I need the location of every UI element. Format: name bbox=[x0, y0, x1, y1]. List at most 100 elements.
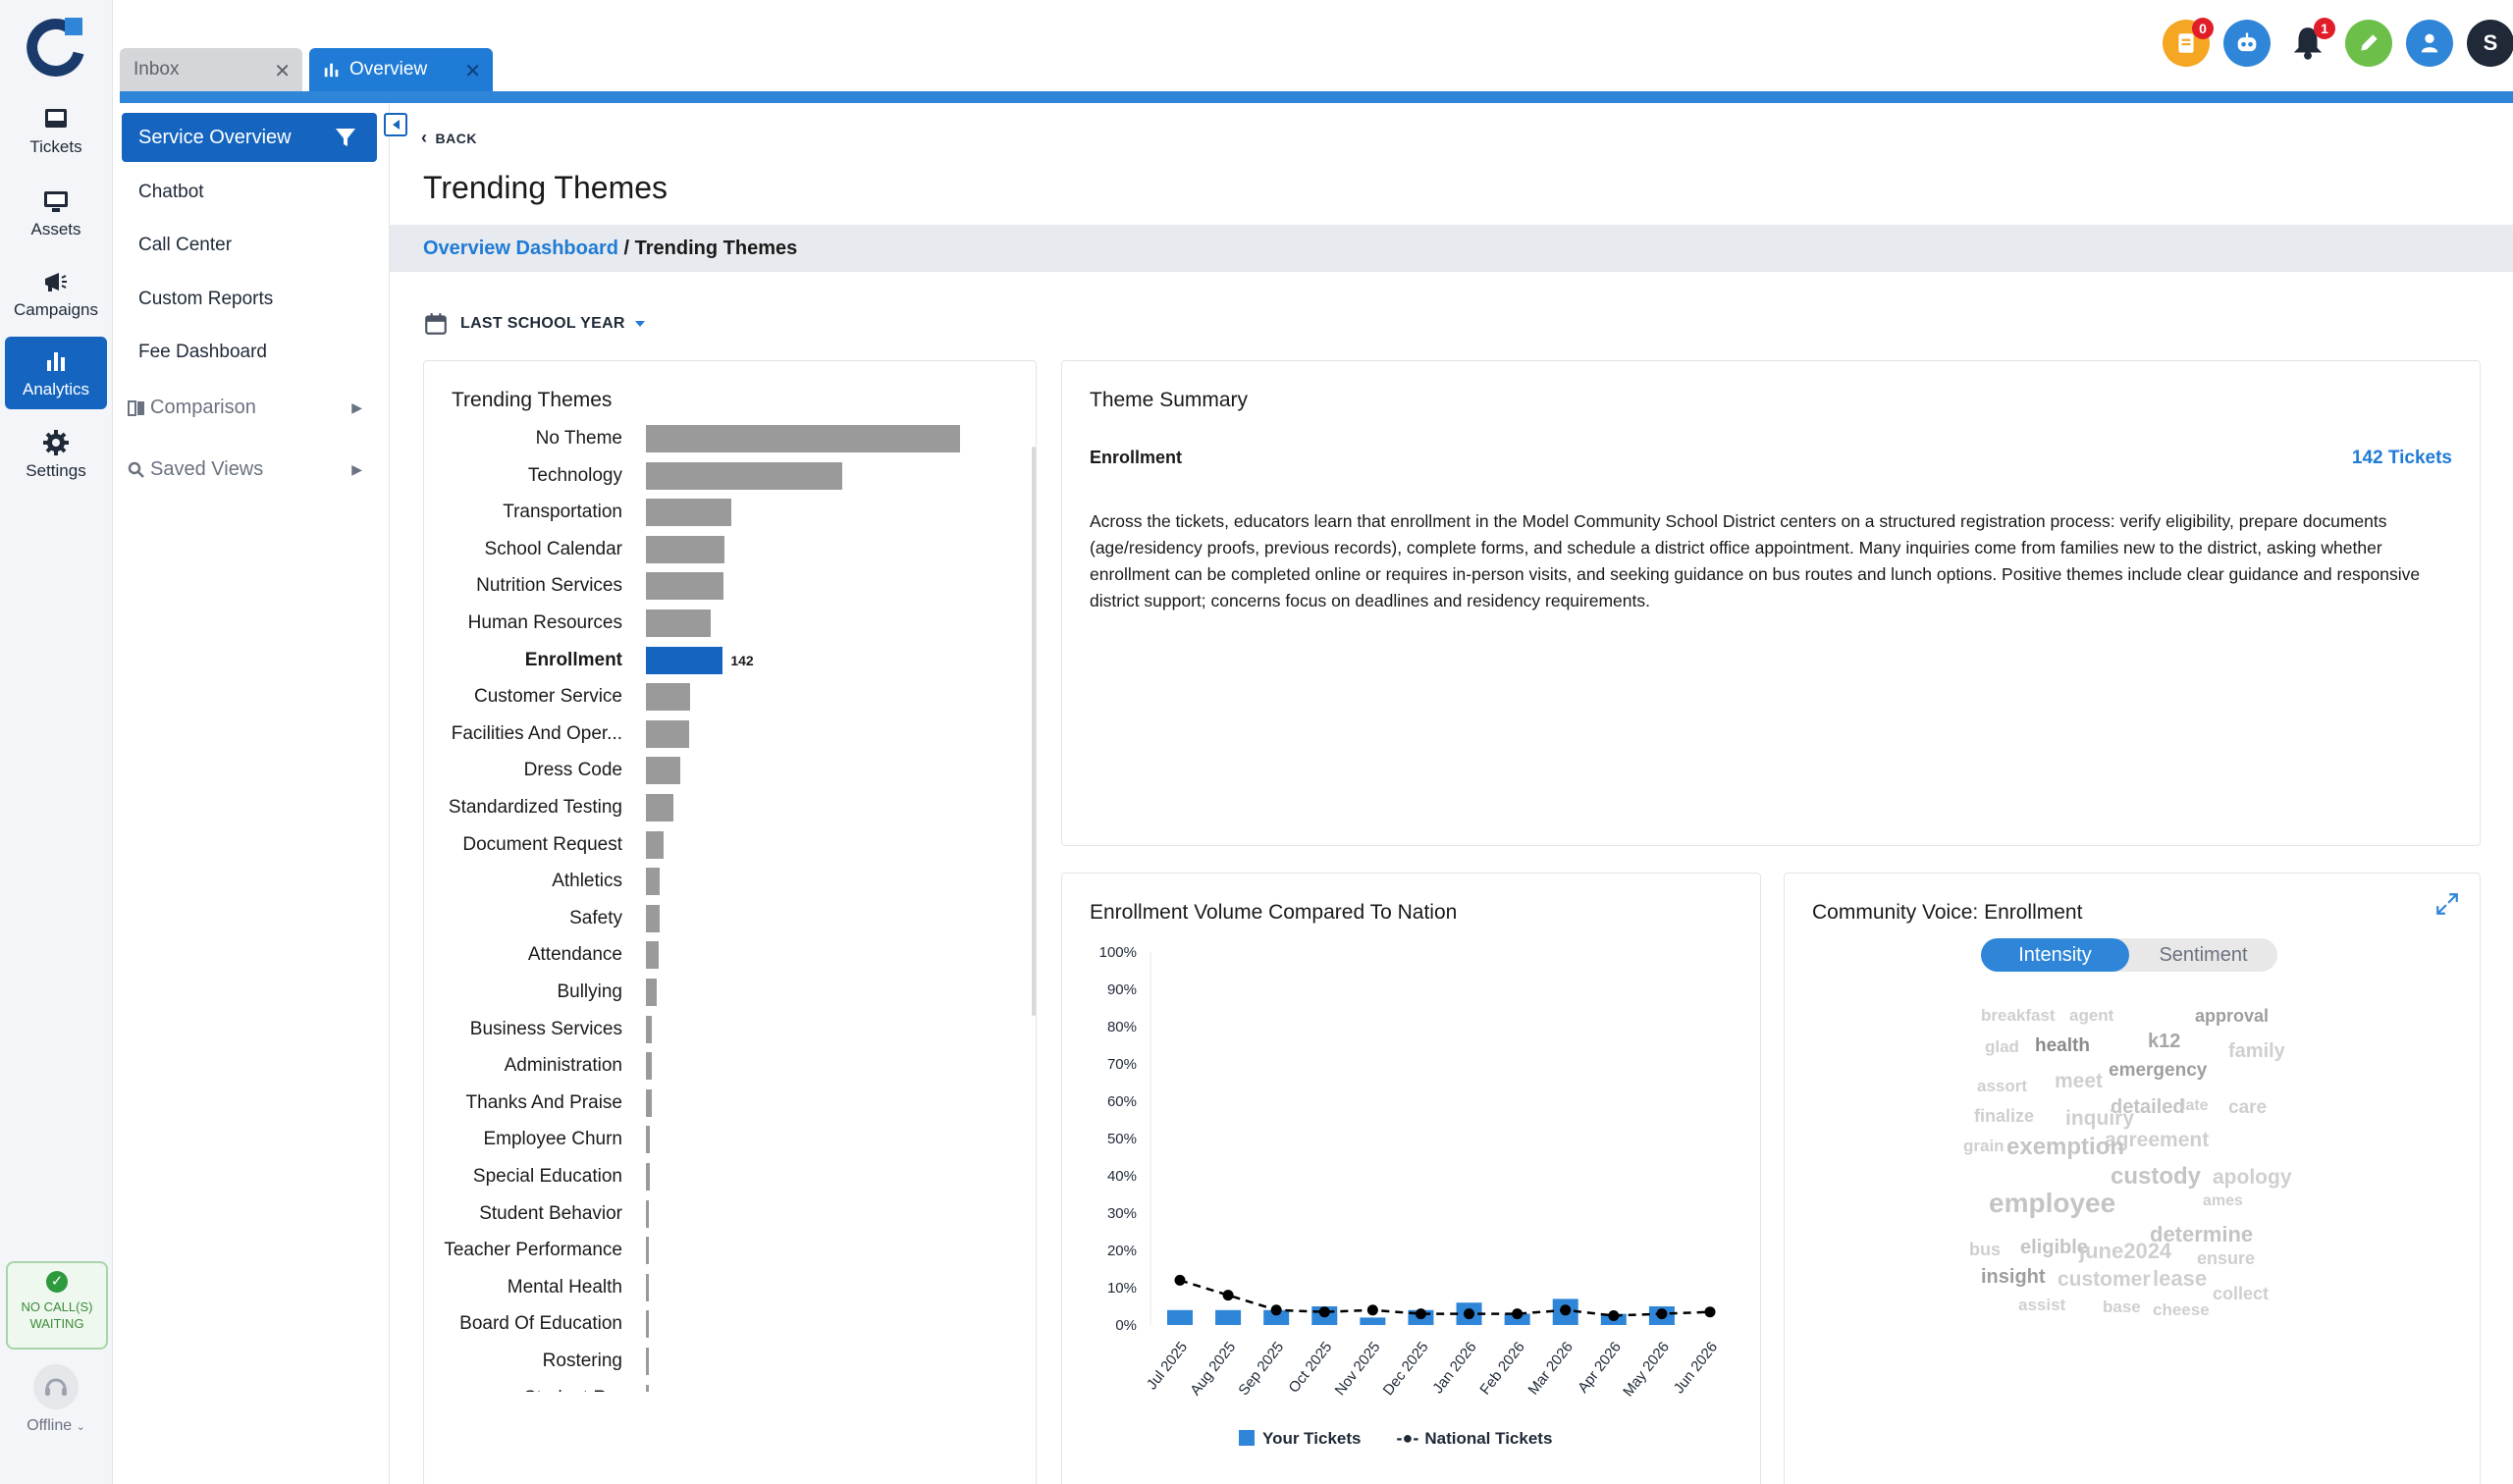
theme-bar[interactable] bbox=[646, 1348, 649, 1375]
theme-row[interactable]: Special Education bbox=[424, 1163, 1033, 1192]
theme-bar[interactable] bbox=[646, 461, 842, 490]
cloud-word[interactable]: health bbox=[2035, 1035, 2090, 1056]
cloud-word[interactable]: custody bbox=[2111, 1163, 2202, 1190]
cloud-word[interactable]: ensure bbox=[2197, 1248, 2256, 1268]
theme-bar[interactable] bbox=[646, 683, 691, 712]
theme-row[interactable]: Thanks And Praise bbox=[424, 1088, 1033, 1119]
cloud-word[interactable]: base bbox=[2103, 1298, 2141, 1316]
cloud-word[interactable]: breakfast bbox=[1981, 1006, 2056, 1025]
period-selector[interactable]: LAST SCHOOL YEAR bbox=[423, 311, 645, 337]
theme-row[interactable]: Student R... bbox=[424, 1384, 1033, 1392]
theme-row[interactable]: Teacher Performance bbox=[424, 1237, 1033, 1266]
theme-bar[interactable] bbox=[646, 499, 732, 527]
theme-bar[interactable] bbox=[646, 1163, 650, 1191]
theme-bar[interactable] bbox=[646, 646, 723, 674]
theme-bar[interactable] bbox=[646, 719, 690, 748]
theme-row[interactable]: Customer Service bbox=[424, 683, 1033, 713]
theme-bar[interactable] bbox=[646, 1015, 653, 1043]
cloud-word[interactable]: agent bbox=[2069, 1006, 2114, 1025]
theme-bar[interactable] bbox=[646, 425, 960, 452]
tab-overview[interactable]: Overview ✕ bbox=[309, 48, 493, 91]
rail-item-campaigns[interactable]: Campaigns bbox=[5, 257, 107, 330]
expand-icon[interactable] bbox=[2434, 891, 2460, 917]
theme-row[interactable]: Nutrition Services bbox=[424, 572, 1033, 602]
edit-button[interactable] bbox=[2345, 20, 2392, 67]
nav-link-call-center[interactable]: Call Center bbox=[138, 235, 233, 255]
theme-row[interactable]: Board Of Education bbox=[424, 1310, 1033, 1340]
agent-status-menu[interactable]: Offline ⌄ bbox=[12, 1364, 100, 1435]
cloud-word[interactable]: late bbox=[2181, 1097, 2209, 1114]
themes-scrollbar[interactable] bbox=[1032, 447, 1036, 1016]
theme-bar[interactable] bbox=[646, 1052, 653, 1081]
theme-bar[interactable] bbox=[646, 830, 664, 859]
theme-row[interactable]: Administration bbox=[424, 1052, 1033, 1082]
cloud-word[interactable]: bus bbox=[1969, 1240, 2002, 1259]
theme-bar[interactable] bbox=[646, 1126, 651, 1154]
theme-row[interactable]: Technology bbox=[424, 461, 1033, 492]
nav-section-comparison[interactable]: Comparison ▶ bbox=[127, 397, 362, 419]
theme-row[interactable]: Business Services bbox=[424, 1015, 1033, 1045]
theme-row[interactable]: Mental Health bbox=[424, 1273, 1033, 1303]
theme-row[interactable]: Human Resources bbox=[424, 610, 1033, 639]
theme-row[interactable]: Athletics bbox=[424, 868, 1033, 897]
theme-bar[interactable] bbox=[646, 794, 673, 822]
theme-row[interactable]: Employee Churn bbox=[424, 1126, 1033, 1155]
legend-item-national-tickets[interactable]: -●- National Tickets bbox=[1396, 1428, 1552, 1449]
nav-link-chatbot[interactable]: Chatbot bbox=[138, 182, 204, 202]
cloud-word[interactable]: meet bbox=[2055, 1070, 2104, 1092]
theme-row[interactable]: Standardized Testing bbox=[424, 794, 1033, 823]
cloud-word[interactable]: care bbox=[2228, 1097, 2268, 1118]
toggle-intensity[interactable]: Intensity bbox=[1981, 938, 2129, 972]
rail-item-tickets[interactable]: Tickets bbox=[5, 94, 107, 167]
bot-button[interactable] bbox=[2223, 20, 2271, 67]
nav-link-fee-dashboard[interactable]: Fee Dashboard bbox=[138, 342, 267, 362]
agent-profile-button[interactable] bbox=[2406, 20, 2453, 67]
cloud-word[interactable]: detailed bbox=[2111, 1096, 2185, 1118]
cloud-word[interactable]: determine bbox=[2150, 1222, 2254, 1246]
rail-item-settings[interactable]: Settings bbox=[5, 418, 107, 491]
theme-bar[interactable] bbox=[646, 1237, 649, 1265]
theme-bar[interactable] bbox=[646, 979, 658, 1006]
theme-bar[interactable] bbox=[646, 572, 723, 601]
nav-section-saved-views[interactable]: Saved Views ▶ bbox=[127, 458, 362, 481]
cloud-word[interactable]: apology bbox=[2213, 1166, 2292, 1189]
theme-row[interactable]: Rostering bbox=[424, 1348, 1033, 1377]
cloud-word[interactable]: k12 bbox=[2148, 1031, 2181, 1052]
avatar[interactable]: S bbox=[2467, 20, 2513, 67]
theme-row[interactable]: Dress Code bbox=[424, 757, 1033, 786]
breadcrumb-link-overview[interactable]: Overview Dashboard bbox=[423, 237, 618, 259]
theme-bar[interactable] bbox=[646, 904, 660, 932]
theme-bar[interactable] bbox=[646, 535, 724, 563]
cloud-word[interactable]: ames bbox=[2203, 1192, 2243, 1209]
theme-row[interactable]: Student Behavior bbox=[424, 1199, 1033, 1230]
cloud-word[interactable]: inquiry bbox=[2065, 1107, 2135, 1130]
back-button[interactable]: ‹ BACK bbox=[421, 128, 477, 148]
cloud-word[interactable]: cheese bbox=[2153, 1300, 2210, 1319]
notifications-button[interactable]: 1 bbox=[2284, 18, 2335, 67]
service-overview-button[interactable]: Service Overview bbox=[122, 113, 377, 162]
collapse-sidebar-button[interactable] bbox=[384, 113, 407, 136]
cloud-word[interactable]: assort bbox=[1977, 1077, 2028, 1095]
cloud-word[interactable]: june2024 bbox=[2079, 1239, 2172, 1263]
cloud-word[interactable]: glad bbox=[1985, 1037, 2019, 1056]
theme-bar[interactable] bbox=[646, 1384, 649, 1392]
theme-bar[interactable] bbox=[646, 1310, 649, 1339]
cloud-word[interactable]: collect bbox=[2213, 1284, 2270, 1303]
nav-link-custom-reports[interactable]: Custom Reports bbox=[138, 289, 274, 309]
theme-row[interactable]: No Theme bbox=[424, 425, 1033, 454]
theme-row[interactable]: Facilities And Oper... bbox=[424, 719, 1033, 750]
tasks-button[interactable]: 0 bbox=[2163, 18, 2214, 67]
cloud-word[interactable]: insight bbox=[1981, 1266, 2046, 1288]
legend-item-your-tickets[interactable]: Your Tickets bbox=[1239, 1429, 1361, 1449]
theme-bar[interactable] bbox=[646, 868, 660, 896]
theme-bar[interactable] bbox=[646, 1273, 649, 1301]
theme-row[interactable]: Safety bbox=[424, 904, 1033, 934]
theme-row[interactable]: Document Request bbox=[424, 830, 1033, 861]
cloud-word[interactable]: grain bbox=[1963, 1137, 2005, 1155]
cloud-word[interactable]: family bbox=[2228, 1040, 2285, 1062]
close-icon[interactable]: ✕ bbox=[274, 61, 291, 82]
cloud-word[interactable]: lease bbox=[2153, 1266, 2208, 1291]
filter-icon[interactable] bbox=[334, 126, 357, 149]
theme-row[interactable]: Bullying bbox=[424, 979, 1033, 1008]
cloud-word[interactable]: approval bbox=[2195, 1006, 2270, 1026]
